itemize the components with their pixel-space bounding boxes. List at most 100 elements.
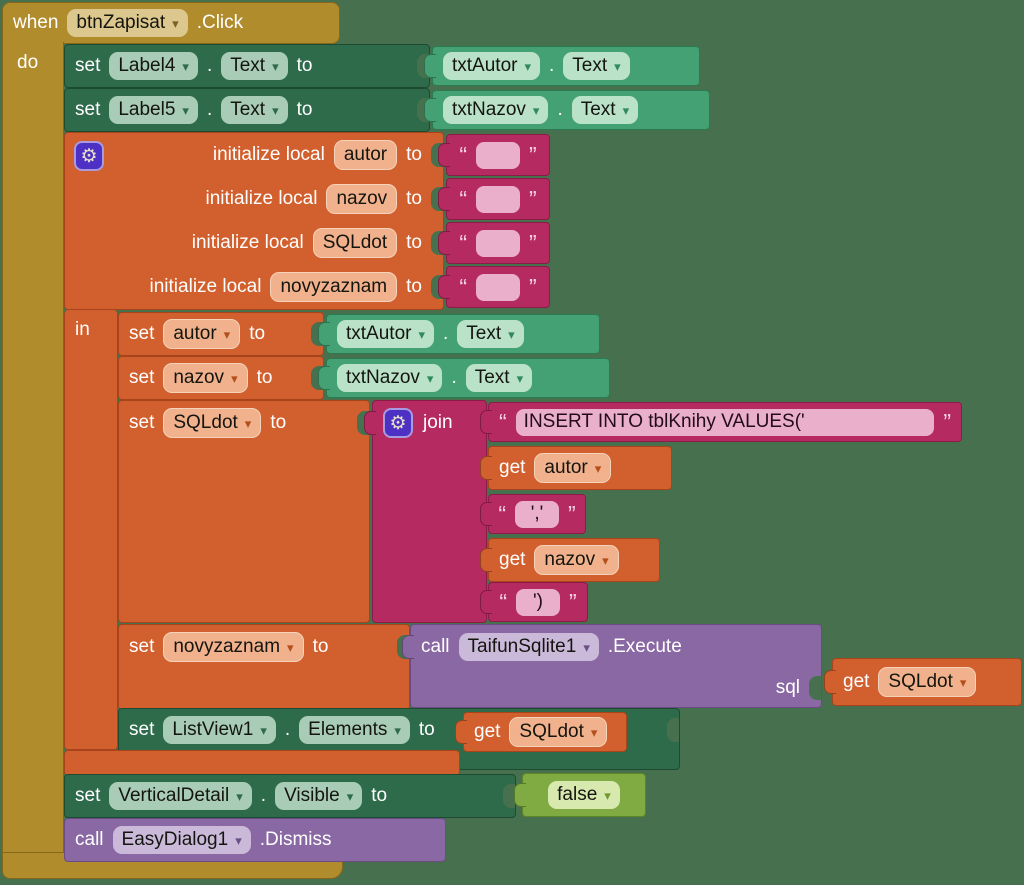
set-nazov-block[interactable]: set nazov ▾ to [118,356,324,400]
join-keyword: join [423,412,453,433]
listview1-dropdown[interactable]: ListView1 ▾ [163,716,276,744]
set-verticaldetail-visible-block[interactable]: set VerticalDetail ▾ . Visible ▾ to [64,774,516,818]
sqldot-var-dropdown[interactable]: SQLdot ▾ [163,408,262,438]
dropdown-arrow-icon: ▾ [260,722,267,738]
text-property-dropdown[interactable]: Text ▾ [465,364,533,392]
sqldot-var-dropdown[interactable]: SQLdot ▾ [878,667,977,697]
locals-block-bottom-bar[interactable] [64,750,460,776]
txtnazov-dropdown[interactable]: txtNazov ▾ [443,96,549,124]
close-quote: ” [943,409,951,435]
dot-separator: . [284,719,291,740]
initialize-local-label: initialize local [191,232,304,253]
set-label5-text-block[interactable]: set Label5 ▾ . Text ▾ to [64,88,430,132]
local-name-novyzaznam[interactable]: novyzaznam [270,272,398,302]
string-input-empty[interactable] [476,141,520,169]
call-taifunsqlite-execute-block[interactable]: call TaifunSqlite1 ▾ .Execute sql [402,624,822,708]
when-event-block[interactable]: when btnZapisat ▾ .Click [2,2,340,44]
set-label4-text-block[interactable]: set Label4 ▾ . Text ▾ to [64,44,430,88]
open-quote: “ [498,501,506,527]
when-block-left-spine[interactable] [2,42,64,854]
local-name-autor[interactable]: autor [333,140,398,170]
set-novyzaznam-block[interactable]: set novyzaznam ▾ to [118,624,410,710]
dropdown-arrow-icon: ▾ [583,639,590,655]
empty-string-block[interactable]: “ ” [446,134,550,176]
elements-property-dropdown[interactable]: Elements ▾ [299,716,410,744]
text-property-value: Text [230,55,266,76]
to-keyword: to [270,412,287,433]
local-name-value: autor [343,144,388,165]
text-property-dropdown[interactable]: Text ▾ [563,52,630,80]
get-sqldot-block[interactable]: get SQLdot ▾ [463,712,627,752]
empty-string-block[interactable]: “ ” [446,222,550,264]
false-dropdown[interactable]: false ▾ [548,781,620,809]
empty-string-block[interactable]: “ ” [446,178,550,220]
sqldot-var-value: SQLdot [519,721,584,742]
to-keyword: to [312,636,329,657]
dropdown-arrow-icon: ▾ [614,58,621,74]
dropdown-arrow-icon: ▾ [272,102,279,118]
dot-separator: . [206,99,213,120]
sql-insert-string-block[interactable]: “ INSERT INTO tblKnihy VALUES(' ” [488,402,962,442]
label5-dropdown[interactable]: Label5 ▾ [109,96,198,124]
get-sqldot-block[interactable]: get SQLdot ▾ [832,658,1022,706]
verticaldetail-dropdown[interactable]: VerticalDetail ▾ [109,782,252,810]
autor-var-dropdown[interactable]: autor ▾ [534,453,612,483]
to-keyword: to [296,55,313,76]
easydialog-dropdown[interactable]: EasyDialog1 ▾ [112,826,251,854]
taifunsqlite-dropdown[interactable]: TaifunSqlite1 ▾ [458,633,599,661]
string-input-empty[interactable] [476,229,520,257]
string-input[interactable]: INSERT INTO tblKnihy VALUES(' [515,408,935,436]
txtautor-text-getter-block[interactable]: txtAutor ▾ . Text ▾ [326,314,600,354]
text-property-dropdown[interactable]: Text ▾ [571,96,639,124]
local-name-nazov[interactable]: nazov [326,184,398,214]
closing-string-block[interactable]: “ ') ” [488,582,588,622]
text-property-dropdown[interactable]: Text ▾ [457,320,524,348]
initialize-local-novyzaznam-row: initialize local novyzaznam to [75,265,443,309]
string-input[interactable]: ') [516,588,560,616]
initialize-locals-block[interactable]: ⚙ initialize local autor to initialize l… [64,132,444,310]
label4-dropdown[interactable]: Label4 ▾ [109,52,198,80]
join-block[interactable]: ⚙ join [364,400,487,623]
dropdown-arrow-icon: ▾ [604,787,611,803]
call-easydialog-dismiss-block[interactable]: call EasyDialog1 ▾ .Dismiss [64,818,446,862]
nazov-var-dropdown[interactable]: nazov ▾ [163,363,248,393]
text-property-dropdown[interactable]: Text ▾ [221,52,288,80]
local-name-sqldot[interactable]: SQLdot [312,228,398,258]
set-autor-block[interactable]: set autor ▾ to [118,312,324,356]
separator-string-block[interactable]: “ ',' ” [488,494,586,534]
dismiss-method-label: .Dismiss [259,829,332,850]
autor-var-dropdown[interactable]: autor ▾ [163,319,241,349]
dropdown-arrow-icon: ▾ [594,460,602,476]
string-input-empty[interactable] [476,273,520,301]
string-input-empty[interactable] [476,185,520,213]
txtnazov-text-getter-block[interactable]: txtNazov ▾ . Text ▾ [326,358,610,398]
novyzaznam-var-dropdown[interactable]: novyzaznam ▾ [163,632,304,662]
empty-string-block[interactable]: “ ” [446,266,550,308]
locals-in-spine[interactable]: in [64,310,118,750]
dropdown-arrow-icon: ▾ [235,832,242,848]
get-nazov-block[interactable]: get nazov ▾ [488,538,660,582]
mutator-gear-icon[interactable]: ⚙ [383,408,413,438]
text-property-dropdown[interactable]: Text ▾ [221,96,288,124]
btnzapisat-dropdown[interactable]: btnZapisat ▾ [67,9,188,37]
initialize-local-label: initialize local [205,188,318,209]
txtautor-text-getter-block[interactable]: txtAutor ▾ . Text ▾ [432,46,700,86]
dropdown-arrow-icon: ▾ [287,639,294,655]
string-input[interactable]: ',' [515,500,559,528]
sql-param-label: sql [775,677,800,698]
get-keyword: get [474,721,501,742]
logic-false-block[interactable]: false ▾ [522,773,646,817]
txtautor-dropdown[interactable]: txtAutor ▾ [443,52,541,80]
visible-property-dropdown[interactable]: Visible ▾ [275,782,363,810]
sqldot-var-dropdown[interactable]: SQLdot ▾ [509,717,608,747]
mutator-gear-icon[interactable]: ⚙ [74,141,104,171]
txtnazov-text-getter-block[interactable]: txtNazov ▾ . Text ▾ [432,90,710,130]
get-autor-block[interactable]: get autor ▾ [488,446,672,490]
text-property-value: Text [230,99,266,120]
txtautor-dropdown[interactable]: txtAutor ▾ [337,320,435,348]
dropdown-arrow-icon: ▾ [244,415,252,431]
nazov-var-dropdown[interactable]: nazov ▾ [534,545,619,575]
txtnazov-dropdown[interactable]: txtNazov ▾ [337,364,443,392]
set-sqldot-block[interactable]: set SQLdot ▾ to [118,400,370,623]
